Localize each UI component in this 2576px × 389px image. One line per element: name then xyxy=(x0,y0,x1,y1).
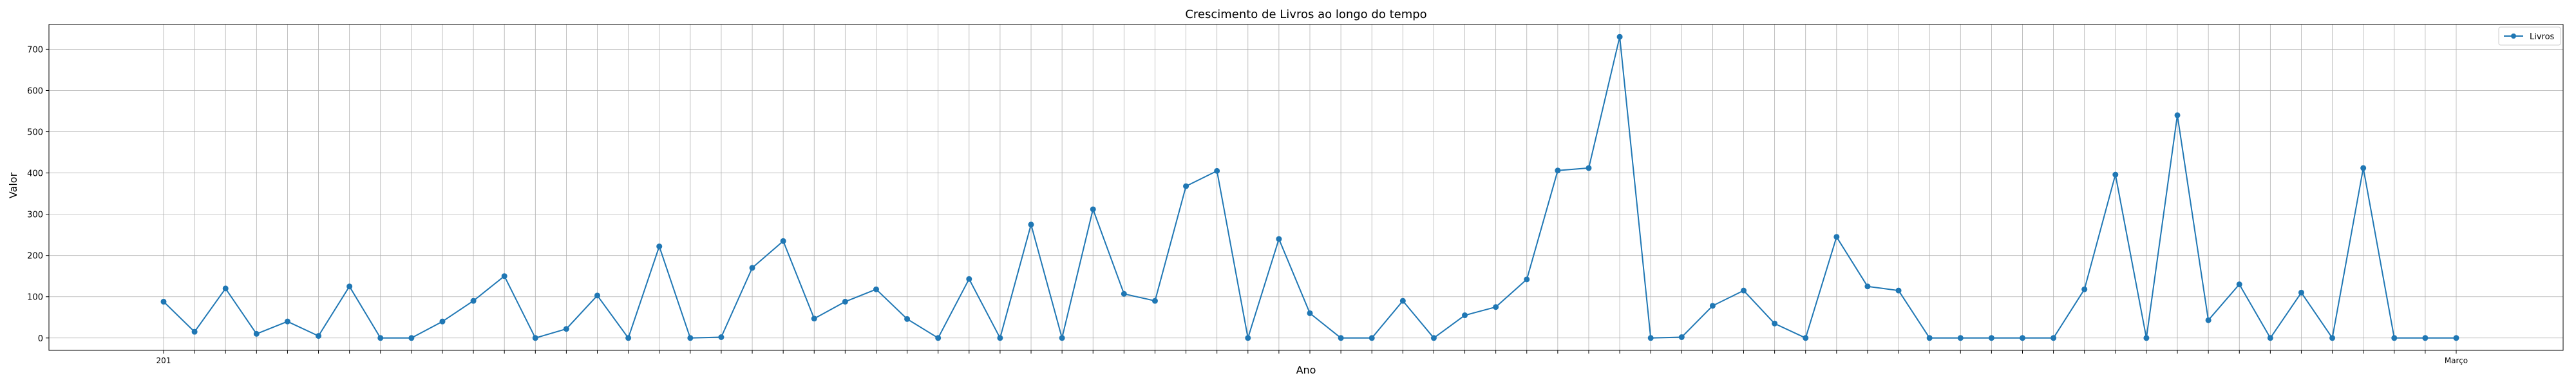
legend-marker-swatch xyxy=(2511,33,2516,39)
y-tick-label: 300 xyxy=(27,211,43,220)
data-point xyxy=(1709,303,1716,309)
data-point xyxy=(2019,335,2025,341)
legend: Livros xyxy=(2498,26,2561,46)
data-point xyxy=(284,318,290,325)
data-point xyxy=(439,318,446,325)
grid-lines xyxy=(49,24,2563,350)
data-point xyxy=(2143,335,2150,341)
data-point xyxy=(780,238,786,244)
data-point xyxy=(2391,335,2398,341)
data-point xyxy=(316,333,322,339)
data-point xyxy=(1493,304,1499,310)
data-point xyxy=(966,276,972,282)
data-point xyxy=(532,335,538,341)
data-point xyxy=(2298,289,2304,296)
data-point xyxy=(1741,287,1747,294)
y-tick-label: 0 xyxy=(38,334,43,344)
data-point xyxy=(594,292,601,299)
data-point xyxy=(811,316,817,322)
y-axis-label: Valor xyxy=(7,172,19,198)
data-point xyxy=(1678,334,1685,341)
data-point xyxy=(1090,206,1096,213)
data-point xyxy=(1214,167,1220,174)
legend-box xyxy=(2498,26,2561,46)
data-point xyxy=(1988,335,1994,341)
data-point xyxy=(2050,335,2057,341)
chart-title: Crescimento de Livros ao longo do tempo xyxy=(1185,8,1426,21)
data-point xyxy=(2174,112,2181,119)
data-point xyxy=(656,243,663,250)
data-point xyxy=(1926,335,1933,341)
data-point xyxy=(1307,310,1313,316)
data-point xyxy=(1586,165,1592,171)
data-point xyxy=(1059,335,1065,341)
data-point xyxy=(2267,335,2273,341)
data-point xyxy=(408,335,415,341)
data-point xyxy=(1121,290,1127,297)
data-point xyxy=(1957,335,1964,341)
x-tick-label-first: 201 xyxy=(156,356,171,365)
data-point xyxy=(1864,283,1871,290)
data-point xyxy=(904,316,911,322)
data-point xyxy=(2453,335,2459,341)
data-point xyxy=(501,273,507,280)
y-tick-label: 200 xyxy=(27,252,43,261)
x-axis-label: Ano xyxy=(1296,364,1316,376)
data-point xyxy=(873,286,879,292)
data-point xyxy=(1647,335,1654,341)
data-point xyxy=(191,328,198,335)
data-point xyxy=(1616,33,1623,40)
data-point xyxy=(2329,335,2336,341)
data-point xyxy=(1895,287,1902,294)
data-point xyxy=(1151,298,1158,304)
data-point xyxy=(687,335,694,341)
data-point xyxy=(625,335,632,341)
legend-label: Livros xyxy=(2530,32,2555,42)
data-point xyxy=(470,298,477,304)
data-point xyxy=(377,335,384,341)
data-point xyxy=(2422,335,2429,341)
data-point xyxy=(563,326,569,332)
plot-frame xyxy=(48,24,2564,351)
data-point xyxy=(718,334,724,341)
data-point xyxy=(1524,276,1530,283)
data-point xyxy=(1399,298,1406,304)
data-point xyxy=(2205,317,2211,323)
y-tick-label: 400 xyxy=(27,169,43,179)
data-point xyxy=(222,285,229,292)
data-point xyxy=(2236,281,2242,288)
data-point xyxy=(1462,312,1468,319)
y-tick-label: 500 xyxy=(27,128,43,138)
data-point xyxy=(2081,286,2088,292)
data-point xyxy=(1803,335,1809,341)
y-tick-label: 700 xyxy=(27,45,43,55)
data-point xyxy=(1028,222,1034,228)
data-point xyxy=(1245,335,1251,341)
data-point xyxy=(1772,320,1778,327)
data-point xyxy=(2360,165,2367,171)
data-point xyxy=(997,335,1003,341)
y-tick-label: 600 xyxy=(27,86,43,96)
axis-ticks: 0 100 200 300 400 500 600 700 201 Março xyxy=(27,45,2468,365)
data-point xyxy=(160,298,167,305)
data-point xyxy=(935,335,942,341)
data-point xyxy=(1276,236,1282,242)
data-point xyxy=(749,265,755,271)
data-point xyxy=(1338,335,1344,341)
y-tick-label: 100 xyxy=(27,293,43,303)
data-point xyxy=(1555,167,1561,174)
data-point xyxy=(253,330,260,337)
data-point xyxy=(1183,183,1189,189)
data-point xyxy=(346,283,353,290)
data-point xyxy=(842,298,848,305)
x-tick-label-last: Março xyxy=(2445,356,2468,365)
data-point xyxy=(1368,335,1375,341)
data-point xyxy=(1430,335,1437,341)
data-point xyxy=(2112,171,2119,178)
series-layer xyxy=(160,33,2459,341)
data-point xyxy=(1833,234,1840,240)
